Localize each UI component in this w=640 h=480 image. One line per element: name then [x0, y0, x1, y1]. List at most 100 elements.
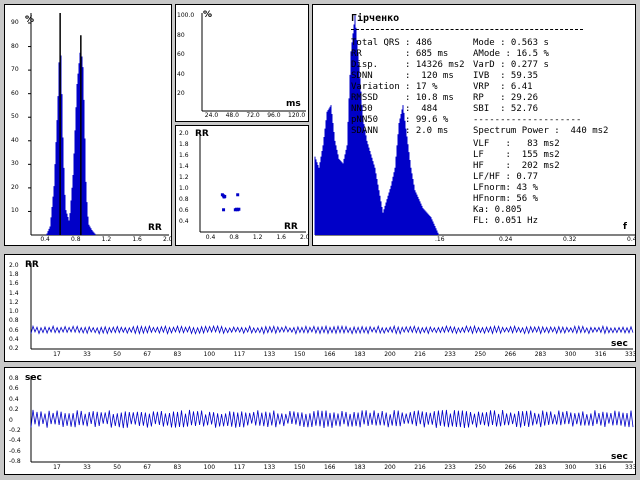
spectrum-stat-line: LF : 155 ms2	[473, 150, 560, 160]
y-tick-label: -0.2	[9, 426, 21, 434]
x-tick-label: 2.0	[163, 236, 172, 243]
stat-label: pNN50	[351, 115, 379, 125]
y-tick-label: 0.4	[9, 335, 19, 343]
stat-line: SBI : 52.76	[473, 104, 539, 114]
x-tick-label: 333	[625, 351, 636, 358]
x-unit-label: f	[623, 222, 627, 232]
rr-scatter-panel: RR RR 2.0 1.8 1.6 1.4 1.2 1.0 0.8 0.6 0.4 0.4 0.8 1…	[175, 125, 309, 246]
spectrum-stat-line: HF : 202 ms2	[473, 161, 560, 171]
y-tick-label: 1.2	[179, 174, 189, 182]
stat-line: RP : 29.26	[473, 93, 539, 103]
spectrum-stat-line: Ka: 0.805	[473, 205, 522, 215]
y-unit-label: %	[25, 15, 35, 25]
x-tick-label: 250	[474, 464, 486, 471]
y-tick-label: 1.4	[179, 163, 189, 171]
stat-value: : 484	[405, 104, 438, 114]
x-tick-label: 183	[354, 351, 366, 358]
y-tick-label: 60	[177, 51, 185, 59]
y-tick-label: 0.4	[179, 218, 189, 226]
y-tick-label: 1.8	[9, 271, 19, 279]
stat-label: Total QRS	[351, 38, 400, 48]
x-tick-label: 67	[143, 464, 152, 471]
spectrum-divider: --------------------	[473, 115, 582, 125]
x-tick-label: 96.0	[267, 112, 281, 119]
rr-scatter-chart	[199, 132, 306, 233]
x-tick-label: 133	[263, 351, 276, 358]
y-tick-label: 0.6	[9, 326, 19, 334]
x-tick-label: 150	[293, 351, 306, 358]
x-tick-label: .16	[435, 236, 445, 243]
series-trace	[30, 324, 634, 336]
x-tick-label: 50	[113, 464, 121, 471]
x-tick-label: 83	[173, 464, 182, 471]
y-tick-label: 100.0	[177, 12, 195, 19]
x-tick-label: 24.0	[204, 112, 219, 119]
y-tick-label: 2.0	[179, 130, 189, 137]
ms-histogram-chart	[201, 13, 306, 112]
x-tick-label: 67	[143, 351, 152, 358]
stat-value: : 99.6 %	[405, 115, 449, 125]
x-tick-label: 120.0	[288, 112, 306, 119]
rr-histogram-panel: % RR 90 80 70 60 50 40 30 20 10 0.4 0.8 1.2 1.6 2.0	[4, 4, 172, 246]
x-unit-label: RR	[284, 222, 298, 232]
series-trace	[30, 409, 634, 429]
scatter-point	[222, 195, 226, 199]
stat-value: : 10.8 ms	[405, 93, 454, 103]
x-tick-label: 216	[414, 351, 426, 358]
x-tick-label: 72.0	[246, 112, 260, 119]
rr-series-chart	[30, 263, 634, 350]
y-tick-label: 1.4	[9, 289, 19, 297]
y-tick-label: 1.0	[9, 308, 19, 316]
scatter-point	[237, 207, 241, 211]
rr-histogram-chart	[28, 13, 169, 236]
stat-line: VRP : 6.41	[473, 82, 533, 92]
x-tick-label: 300	[564, 464, 577, 471]
x-unit-label: RR	[148, 223, 162, 233]
y-unit-label: %	[203, 10, 213, 20]
rr-series-panel: RR sec 2.0 1.8 1.6 1.4 1.2 1.0 0.8 0.6 0.4 0.2 17 3…	[4, 254, 636, 362]
spectrum-panel: Гірченко Total QRS: 486 RR: 685 ms Disp.: …	[312, 4, 636, 246]
y-tick-label: 1.8	[179, 141, 189, 149]
spectrum-chart	[314, 15, 635, 236]
y-tick-label: 0.8	[9, 317, 19, 325]
title-divider	[351, 29, 583, 30]
x-tick-label: 233	[444, 464, 456, 471]
y-tick-label: 90	[11, 19, 19, 26]
scatter-point	[222, 208, 226, 212]
x-tick-label: 0.8	[71, 236, 81, 243]
stat-label: RR	[351, 49, 362, 59]
x-tick-label: 0.40	[627, 236, 635, 243]
y-tick-label: 0.8	[179, 196, 189, 204]
y-tick-label: 50	[11, 113, 19, 121]
x-tick-label: 117	[233, 464, 246, 471]
x-tick-label: 216	[414, 464, 426, 471]
y-tick-label: -0.6	[9, 447, 21, 455]
y-unit-label: sec	[25, 373, 42, 383]
spectrum-stat-line: LF/HF : 0.77	[473, 172, 539, 182]
y-tick-label: 0.4	[9, 395, 19, 403]
stat-label: Disp.	[351, 60, 379, 70]
x-tick-label: 166	[324, 351, 336, 358]
x-tick-label: 117	[233, 351, 246, 358]
x-tick-label: 233	[444, 351, 456, 358]
sec-series-chart	[30, 376, 634, 463]
x-tick-label: 1.6	[132, 236, 142, 243]
scatter-point	[236, 193, 240, 197]
y-unit-label: RR	[195, 129, 209, 139]
y-tick-label: 20	[177, 90, 185, 98]
patient-name: Гірченко	[351, 13, 400, 24]
x-unit-label: sec	[611, 452, 628, 462]
x-tick-label: 300	[564, 351, 577, 358]
x-tick-label: 150	[293, 464, 306, 471]
y-tick-label: 0.6	[179, 207, 189, 215]
y-tick-label: 1.0	[179, 185, 189, 193]
y-tick-label: 1.6	[179, 152, 189, 160]
x-unit-label: ms	[286, 99, 301, 109]
y-tick-label: 40	[177, 70, 185, 78]
spectrum-stat-line: VLF : 83 ms2	[473, 139, 560, 149]
y-tick-label: -0.4	[9, 437, 21, 445]
x-tick-label: 250	[474, 351, 486, 358]
spectrum-stat-line: HFnorm: 56 %	[473, 194, 539, 204]
y-tick-label: 1.2	[9, 298, 19, 306]
spectrum-stat-line: FL: 0.051 Hz	[473, 216, 539, 226]
